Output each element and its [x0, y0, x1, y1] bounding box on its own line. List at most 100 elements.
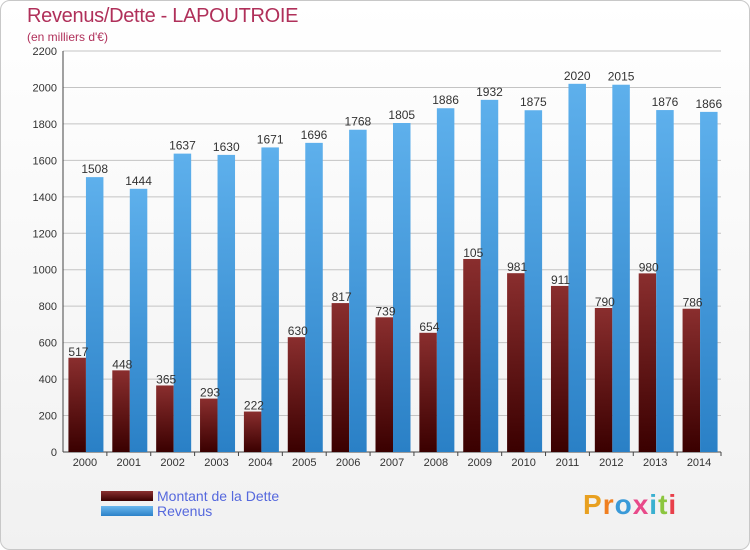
data-label-debt: 448: [112, 357, 132, 371]
bar-revenue: [700, 111, 718, 452]
bars: [68, 83, 718, 453]
data-label-debt: 911: [551, 273, 570, 287]
data-label-debt: 739: [376, 304, 396, 318]
bar-revenue: [524, 110, 543, 452]
data-label-revenue: 1508: [81, 162, 108, 176]
y-tick-label: 1400: [33, 192, 57, 204]
data-label-debt: 630: [288, 324, 308, 338]
data-label-revenue: 2020: [564, 69, 591, 83]
data-label-revenue: 1671: [257, 132, 284, 146]
data-label-debt: 222: [244, 399, 264, 413]
y-tick-label: 200: [39, 411, 57, 423]
x-tick-label: 2000: [73, 457, 97, 469]
data-label-revenue: 1886: [432, 93, 459, 107]
data-label-revenue: 1444: [125, 174, 152, 188]
data-label-revenue: 1696: [301, 128, 328, 142]
data-label-debt: 790: [595, 295, 615, 309]
data-label-debt: 786: [683, 296, 703, 310]
x-tick-label: 2007: [380, 457, 404, 469]
x-tick-label: 2014: [687, 457, 711, 469]
bar-debt: [200, 398, 218, 452]
bar-revenue: [436, 108, 455, 452]
logo-letter: P: [583, 489, 603, 520]
bar-revenue: [656, 110, 674, 452]
data-label-revenue: 1637: [169, 139, 196, 153]
bar-revenue: [480, 99, 499, 452]
data-label-debt: 654: [419, 320, 439, 334]
y-tick-label: 1200: [33, 228, 57, 240]
legend-item-revenue: Revenus: [101, 502, 279, 519]
x-tick-label: 2008: [424, 457, 448, 469]
y-tick-label: 400: [39, 374, 57, 386]
bar-revenue: [305, 142, 323, 452]
data-label-debt: 365: [156, 372, 176, 386]
logo-letter: o: [614, 489, 633, 520]
x-tick-label: 2006: [336, 457, 360, 469]
x-tick-label: 2002: [160, 457, 184, 469]
bar-revenue: [217, 154, 236, 453]
legend-label-revenue: Revenus: [157, 502, 213, 519]
bar-debt: [419, 332, 437, 452]
logo-letter: r: [602, 489, 615, 520]
bar-debt: [682, 308, 701, 452]
bar-revenue: [612, 84, 630, 452]
bar-debt: [550, 285, 569, 452]
y-tick-label: 1800: [33, 119, 57, 131]
bar-revenue: [393, 122, 411, 452]
data-label-revenue: 1876: [652, 95, 679, 109]
bar-debt: [331, 303, 350, 452]
x-tick-label: 2005: [292, 457, 316, 469]
data-label-revenue: 2015: [608, 70, 635, 84]
value-labels: 517 1508 448 1444 365 1637 293 1630 222 1671 630 16…: [68, 69, 722, 413]
legend-swatch-debt: [101, 490, 153, 501]
x-tick-label: 2009: [467, 457, 491, 469]
data-label-debt: 817: [332, 290, 352, 304]
bar-revenue: [261, 147, 279, 452]
bar-debt: [243, 411, 262, 452]
y-tick-label: 2200: [33, 46, 57, 58]
bar-revenue: [173, 153, 192, 452]
data-label-debt: 981: [507, 260, 527, 274]
legend: Montant de la Dette Revenus: [101, 487, 280, 519]
bar-debt: [156, 385, 174, 452]
y-tick-label: 1600: [33, 155, 57, 167]
chart-subtitle: (en milliers d'€): [27, 30, 108, 44]
bar-revenue: [349, 129, 367, 452]
axes: 0 200 400 600 800 1000 1200 1400 1600 1800 2000 220…: [33, 46, 722, 469]
bar-revenue: [85, 177, 104, 452]
bar-debt: [375, 317, 393, 452]
data-label-revenue: 1875: [520, 95, 547, 109]
data-label-debt: 517: [68, 345, 88, 359]
bar-debt: [112, 370, 130, 452]
bar-revenue: [568, 83, 586, 453]
logo-letter: x: [632, 489, 650, 520]
x-tick-label: 2011: [556, 457, 580, 469]
bar-debt: [638, 273, 657, 452]
logo-letter: i: [649, 489, 659, 520]
legend-item-debt: Montant de la Dette: [101, 487, 280, 504]
x-tick-label: 2004: [248, 457, 272, 469]
bar-debt: [287, 337, 306, 452]
bar-revenue: [129, 188, 148, 452]
y-tick-label: 0: [51, 447, 57, 459]
x-tick-label: 2003: [204, 457, 228, 469]
data-label-debt: 293: [200, 386, 220, 400]
bar-debt: [463, 258, 481, 452]
proxiti-logo: Proxiti: [583, 489, 677, 521]
logo-letter: t: [658, 489, 669, 520]
y-tick-label: 1000: [33, 265, 57, 277]
x-tick-label: 2001: [117, 457, 141, 469]
y-tick-label: 2000: [33, 82, 57, 94]
bar-debt: [594, 308, 613, 452]
data-label-debt: 105: [463, 246, 483, 260]
data-label-debt: 980: [639, 260, 659, 274]
legend-label-debt: Montant de la Dette: [157, 487, 280, 504]
logo-letter: i: [668, 489, 678, 520]
data-label-revenue: 1866: [695, 97, 722, 111]
data-label-revenue: 1805: [388, 108, 415, 122]
x-tick-label: 2013: [643, 457, 667, 469]
data-label-revenue: 1630: [213, 140, 240, 154]
legend-swatch-revenue: [101, 505, 153, 516]
data-label-revenue: 1932: [476, 85, 503, 99]
